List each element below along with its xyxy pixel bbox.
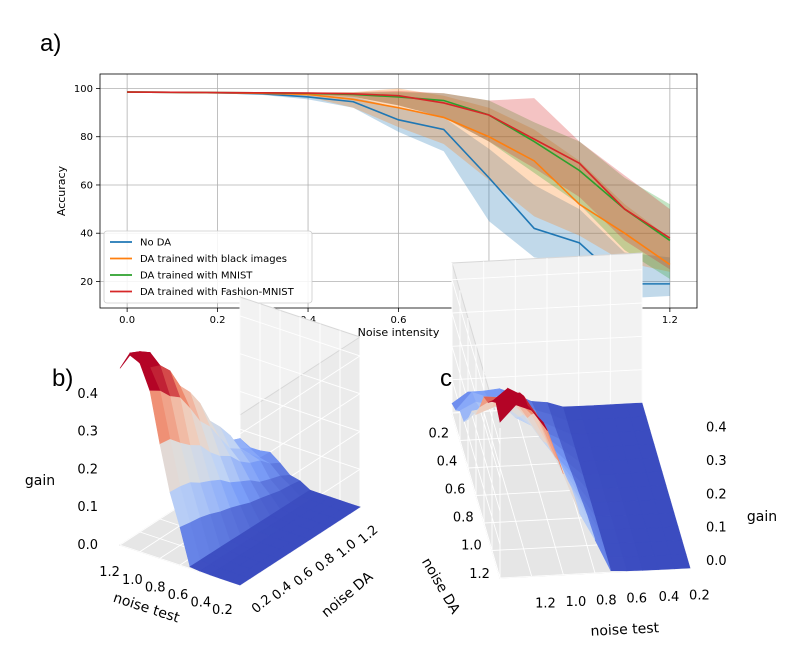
y-tick-label: 0.6 [445, 483, 466, 498]
x-tick-label: 0.6 [168, 588, 189, 603]
x-tick-label: 0.2 [212, 603, 233, 618]
z-tick-label: 0.3 [77, 425, 98, 440]
y-tick-label: 60 [80, 180, 93, 191]
pane-gridline [239, 428, 361, 470]
surface-patch [495, 395, 517, 423]
series-line-3 [127, 91, 671, 239]
band-0 [127, 92, 670, 299]
pane-gridline [239, 391, 361, 432]
x-tick-label: 0.4 [190, 596, 211, 611]
y-tick-label: 100 [74, 84, 93, 95]
pane-gridline [451, 335, 643, 347]
y-tick-label: 0.8 [453, 511, 474, 526]
y-tick-label: 1.0 [461, 539, 482, 554]
x-tick-label: 0.2 [210, 315, 226, 326]
y-tick-label: 80 [80, 132, 93, 143]
y-axis-label: Accuracy [55, 165, 68, 216]
z-tick-label: 0.1 [706, 521, 727, 536]
y-tick-label: 1.2 [469, 567, 490, 582]
panel-label-a: a) [40, 30, 62, 57]
surface-patch [229, 574, 251, 586]
z-tick-label: 0.4 [77, 387, 98, 402]
z-tick-label: 0.2 [77, 462, 98, 477]
y-axis-label: noise DA [418, 555, 463, 617]
pane-gridline [451, 369, 643, 381]
band-3 [127, 90, 670, 270]
band-1 [127, 88, 670, 272]
y-tick-label: 20 [80, 277, 93, 288]
panel-label-b: b) [52, 365, 74, 392]
x-tick-label: 0.8 [596, 593, 617, 608]
x-tick-label: 0.0 [119, 315, 135, 326]
x-tick-label: 0.6 [626, 592, 647, 607]
legend-box [103, 230, 313, 304]
pane-gridline [451, 269, 643, 281]
x-tick-label: 1.2 [99, 565, 120, 580]
pane-gridline [239, 355, 361, 435]
y-tick-label: 40 [80, 229, 93, 240]
legend-label-3: DA trained with Fashion-MNIST [140, 287, 295, 298]
z-tick-label: 0.1 [77, 500, 98, 515]
pane-gridline [239, 315, 361, 357]
z-tick-label: 0.2 [706, 487, 727, 502]
z-tick-label: 0.4 [706, 421, 727, 436]
pane-gridline [451, 279, 501, 445]
legend-label-0: No DA [140, 238, 171, 249]
x-tick-label: 0.6 [391, 315, 407, 326]
x-tick-label: 1.2 [535, 597, 556, 612]
z-tick-label: 0.0 [77, 538, 98, 553]
y-tick-label: 0.4 [437, 455, 458, 470]
x-tick-label: 0.8 [145, 580, 166, 595]
z-axis-label: gain [747, 509, 777, 525]
z-tick-label: 0.3 [706, 454, 727, 469]
x-tick-label: 1.0 [566, 595, 587, 610]
y-tick-label: 0.2 [428, 427, 449, 442]
x-tick-label: 0.4 [659, 590, 680, 605]
z-tick-label: 0.0 [706, 554, 727, 569]
x-tick-label: 0.2 [689, 588, 710, 603]
x-axis-label: noise test [590, 620, 660, 640]
legend-label-1: DA trained with black images [140, 254, 287, 265]
pane-gridline [239, 353, 361, 395]
pane-gridline [451, 302, 643, 314]
x-tick-label: 1.0 [122, 573, 143, 588]
pane-gridline [451, 346, 501, 512]
pane-gridline [451, 412, 501, 579]
z-axis-label: gain [25, 473, 55, 489]
x-tick-label: 1.2 [662, 315, 678, 326]
x-axis-label: Noise intensity [358, 326, 440, 339]
legend-label-2: DA trained with MNIST [140, 271, 253, 282]
